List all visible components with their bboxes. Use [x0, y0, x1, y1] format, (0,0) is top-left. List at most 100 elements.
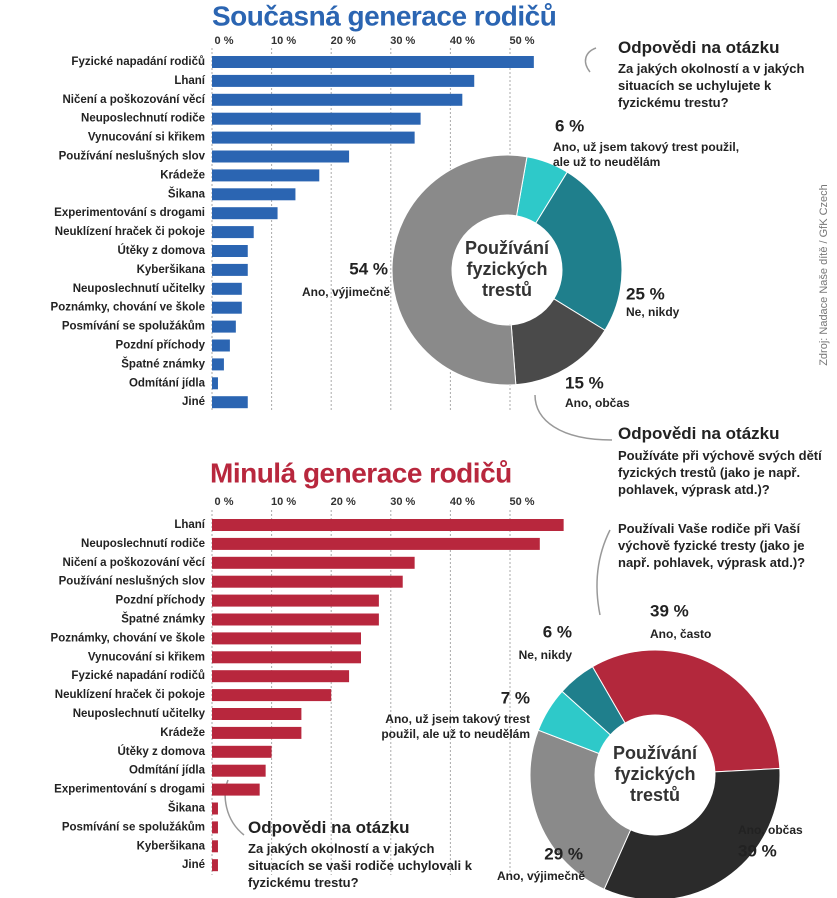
bar	[212, 131, 415, 144]
value-label: 25 %	[626, 284, 665, 303]
donut-hole	[596, 716, 714, 834]
y-tick-label: Vynucování si křikem	[88, 651, 205, 663]
segment-label: Ano, výjimečně	[496, 869, 585, 883]
y-tick-label: Odmítání jídla	[129, 765, 206, 777]
bar	[212, 802, 218, 815]
bar	[212, 377, 218, 390]
y-tick-label: Šikana	[168, 187, 206, 200]
segment-label: Ne, nikdy	[626, 305, 680, 319]
y-tick-label: Fyzické napadání rodičů	[71, 670, 205, 682]
segment-label: Ano, občas	[738, 823, 803, 837]
x-tick-label: 20 %	[331, 35, 356, 47]
bar	[212, 519, 564, 531]
bar	[212, 613, 379, 626]
connector	[534, 394, 613, 441]
bar	[212, 783, 260, 796]
y-tick-label: Pozdní příchody	[116, 595, 206, 607]
source: Zdroj: Nadace Naše dítě / GfK Czech	[818, 184, 830, 366]
value-label: 7 %	[501, 688, 530, 707]
bar	[212, 207, 278, 220]
bar	[212, 537, 540, 550]
y-tick-label: Odmítání jídla	[129, 377, 206, 389]
annotation-text: Používali Vaše rodiče při Vaší výchově f…	[618, 521, 806, 570]
annotation-title: Odpovědi na otázku	[618, 424, 780, 443]
x-tick-label: 40 %	[450, 496, 475, 508]
y-tick-label: Neuklízení hraček či pokoje	[55, 226, 205, 238]
bar	[212, 651, 361, 664]
y-tick-label: Neuposlechnutí rodiče	[81, 538, 205, 550]
bar	[212, 745, 272, 758]
y-tick-label: Neuposlechnutí rodiče	[81, 113, 205, 125]
center-label: Používání fyzických trestů	[464, 238, 549, 300]
bar	[212, 320, 236, 333]
x-tick-label: 0 %	[215, 496, 234, 508]
value-label: 29 %	[544, 844, 583, 863]
donut-segment	[561, 666, 626, 736]
y-tick-label: Špatné známky	[121, 357, 205, 370]
y-tick-label: Lhaní	[174, 75, 205, 87]
y-tick-label: Posmívání se spolužákům	[62, 321, 205, 333]
x-tick-label: 50 %	[509, 496, 534, 508]
y-tick-label: Útěky z domova	[117, 244, 205, 257]
bar	[212, 93, 463, 106]
bar	[212, 226, 254, 239]
x-tick-label: 40 %	[450, 35, 475, 47]
bar	[212, 245, 248, 257]
bar	[212, 396, 248, 409]
y-tick-label: Kyberšikana	[137, 264, 206, 276]
bar	[212, 188, 296, 201]
value-label: 39 %	[738, 841, 777, 860]
y-tick-label: Používání neslušných slov	[59, 576, 206, 588]
y-tick-label: Pozdní příchody	[116, 340, 206, 352]
segment-label: Ano, už jsem takový trest použil, ale už…	[553, 140, 740, 169]
bar	[212, 282, 242, 295]
y-tick-label: Neuposlechnutí učitelky	[73, 283, 206, 295]
y-tick-label: Ničení a poškozování věcí	[62, 94, 205, 106]
bar	[212, 689, 332, 702]
annotation-text: Za jakých okolností a v jakých situacích…	[618, 61, 805, 110]
y-tick-label: Ničení a poškozování věcí	[62, 557, 205, 569]
y-tick-label: Krádeže	[160, 727, 205, 739]
bar	[212, 150, 350, 163]
bar	[212, 726, 302, 739]
x-tick-label: 50 %	[509, 35, 534, 47]
donut-segment	[529, 729, 632, 890]
y-tick-label: Neuklízení hraček či pokoje	[55, 689, 205, 701]
chart-title: Minulá generace rodičů	[210, 457, 512, 488]
donut-segment	[591, 649, 781, 773]
bar	[212, 301, 242, 314]
y-tick-label: Útěky z domova	[117, 745, 205, 758]
x-tick-label: 30 %	[390, 496, 415, 508]
y-tick-label: Šikana	[168, 802, 206, 815]
bar	[212, 670, 350, 683]
y-tick-label: Vynucování si křikem	[88, 132, 205, 144]
segment-label: Ano, často	[650, 627, 712, 641]
bar	[212, 840, 218, 853]
y-tick-label: Poznámky, chování ve škole	[51, 632, 205, 644]
donut-segment	[535, 171, 623, 331]
y-tick-label: Experimentování s drogami	[54, 784, 205, 796]
y-tick-label: Jiné	[182, 396, 205, 408]
value-label: 39 %	[650, 601, 689, 620]
value-label: 54 %	[349, 259, 388, 278]
x-tick-label: 0 %	[215, 35, 234, 47]
annotation-text: Za jakých okolností a v jakých situacích…	[248, 841, 472, 890]
bar	[212, 632, 361, 645]
x-tick-label: 30 %	[390, 35, 415, 47]
bar	[212, 263, 248, 276]
x-tick-label: 10 %	[271, 35, 296, 47]
annotation-text: Používáte při výchově svých dětí fyzický…	[618, 448, 822, 497]
y-tick-label: Lhaní	[174, 519, 205, 531]
y-tick-label: Kyberšikana	[137, 840, 206, 852]
bar	[212, 859, 218, 872]
bar	[212, 594, 379, 607]
donut-segment	[391, 154, 528, 386]
bar	[212, 556, 415, 569]
y-tick-label: Špatné známky	[121, 613, 205, 626]
x-tick-label: 20 %	[331, 496, 356, 508]
bar	[212, 112, 421, 125]
y-tick-label: Neuposlechnutí učitelky	[73, 708, 206, 720]
annotation-title: Odpovědi na otázku	[248, 818, 410, 837]
